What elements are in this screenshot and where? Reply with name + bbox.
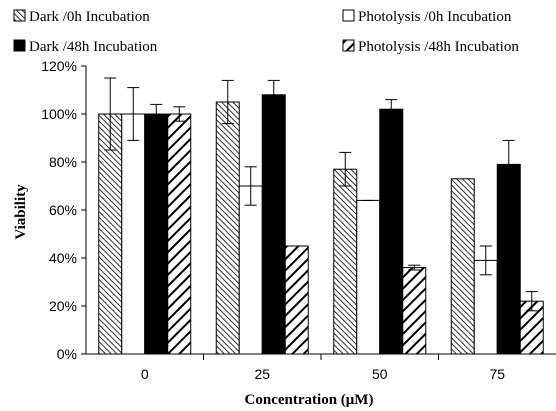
x-tick-label: 50 — [372, 366, 388, 382]
bar-white-50 — [356, 199, 381, 355]
x-axis: 0 25 50 75 — [86, 353, 556, 382]
x-axis-title: Concentration (μM) — [245, 392, 374, 408]
bar-black-75 — [496, 163, 521, 355]
x-tick-label: 25 — [254, 366, 270, 382]
y-tick-label: 60% — [49, 202, 77, 218]
bar-black-0 — [144, 113, 169, 355]
bar-black-50 — [379, 108, 404, 355]
bar-series-group — [98, 94, 544, 355]
x-tick-label: 0 — [141, 366, 149, 382]
y-tick-label: 20% — [49, 298, 77, 314]
bar-white-0 — [121, 113, 146, 355]
bar-hatch-dense-25 — [215, 101, 240, 355]
legend-label: Photolysis /0h Incubation — [358, 9, 512, 25]
legend-item: Dark /48h Incubation — [13, 39, 158, 55]
x-tick-label: 75 — [489, 366, 505, 382]
bar-black-25 — [261, 94, 286, 355]
bar-hatch-bold-25 — [284, 245, 309, 355]
legend-item: Dark /0h Incubation — [13, 9, 150, 25]
error-bar-group — [104, 77, 538, 312]
legend-swatch — [342, 9, 355, 22]
legend-label: Photolysis /48h Incubation — [358, 39, 519, 55]
legend-swatch — [13, 9, 26, 22]
bar-white-25 — [238, 185, 263, 355]
y-tick-label: 0% — [57, 346, 77, 362]
bar-hatch-dense-50 — [333, 168, 358, 355]
legend-label: Dark /48h Incubation — [29, 39, 158, 55]
y-axis-title: Viability — [13, 184, 29, 240]
legend: Dark /0h Incubation Photolysis /0h Incuba… — [13, 9, 519, 55]
legend-swatch — [13, 39, 26, 52]
y-tick-label: 40% — [49, 250, 77, 266]
legend-item: Photolysis /0h Incubation — [342, 9, 512, 25]
bar-hatch-bold-50 — [402, 267, 427, 355]
y-axis: 0% 20% 40% 60% 80% 100% 120% — [41, 58, 87, 362]
y-tick-label: 100% — [41, 106, 77, 122]
legend-item: Photolysis /48h Incubation — [342, 39, 519, 55]
legend-label: Dark /0h Incubation — [29, 9, 150, 25]
bar-hatch-bold-0 — [167, 113, 192, 355]
y-tick-label: 120% — [41, 58, 77, 74]
legend-swatch — [342, 39, 355, 52]
bar-hatch-dense-75 — [450, 178, 475, 355]
y-tick-label: 80% — [49, 154, 77, 170]
